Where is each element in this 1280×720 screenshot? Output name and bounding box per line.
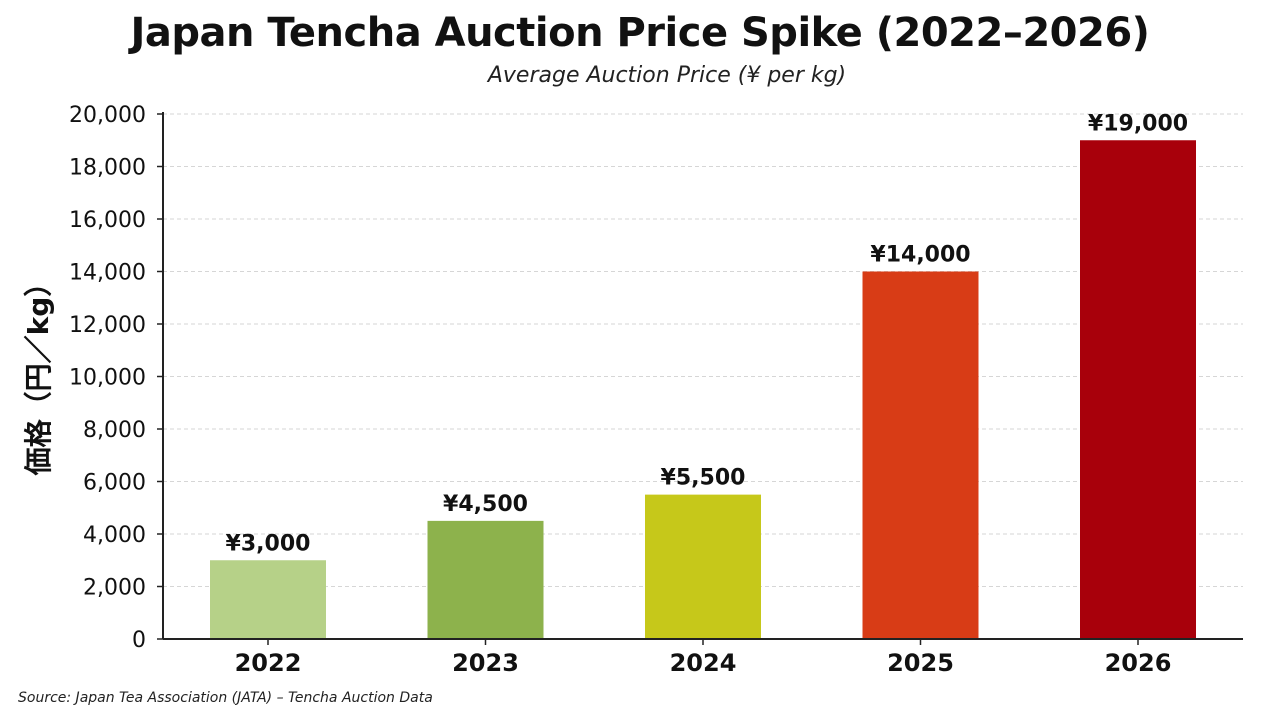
y-tick-label: 18,000 <box>69 156 146 181</box>
x-tick-label: 2022 <box>235 649 302 677</box>
bar <box>645 494 761 639</box>
y-tick-label: 16,000 <box>69 208 146 233</box>
data-label: ¥5,500 <box>661 466 746 491</box>
data-label: ¥19,000 <box>1088 111 1188 136</box>
data-label: ¥4,500 <box>443 492 528 517</box>
source-note: Source: Japan Tea Association (JATA) – T… <box>18 690 433 706</box>
y-tick-label: 0 <box>132 628 146 653</box>
y-tick-label: 2,000 <box>83 576 146 601</box>
bar <box>1080 140 1196 639</box>
chart-title: Japan Tencha Auction Price Spike (2022–2… <box>130 10 1150 56</box>
x-tick-label: 2023 <box>452 649 519 677</box>
y-tick-label: 10,000 <box>69 366 146 391</box>
axes: 0 2,000 4,000 6,000 8,000 10,000 12,000 14,000 1… <box>69 103 1243 677</box>
data-label: ¥3,000 <box>226 531 311 556</box>
bars: ¥3,000 ¥4,500 ¥5,500 ¥14,000 ¥19,000 <box>210 111 1196 639</box>
bar <box>862 271 979 639</box>
chart-subtitle: Average Auction Price (¥ per kg) <box>487 63 847 88</box>
x-tick-label: 2025 <box>887 649 954 677</box>
x-tick-label: 2024 <box>670 649 737 677</box>
bar <box>210 560 326 639</box>
y-tick-label: 20,000 <box>69 103 146 128</box>
y-tick-label: 6,000 <box>83 471 146 496</box>
x-tick-label: 2026 <box>1105 649 1172 677</box>
y-tick-label: 14,000 <box>69 261 146 286</box>
y-tick-label: 8,000 <box>83 418 146 443</box>
bar <box>427 520 544 639</box>
data-label: ¥14,000 <box>870 243 970 268</box>
y-tick-label: 12,000 <box>69 313 146 338</box>
y-tick-label: 4,000 <box>83 523 146 548</box>
